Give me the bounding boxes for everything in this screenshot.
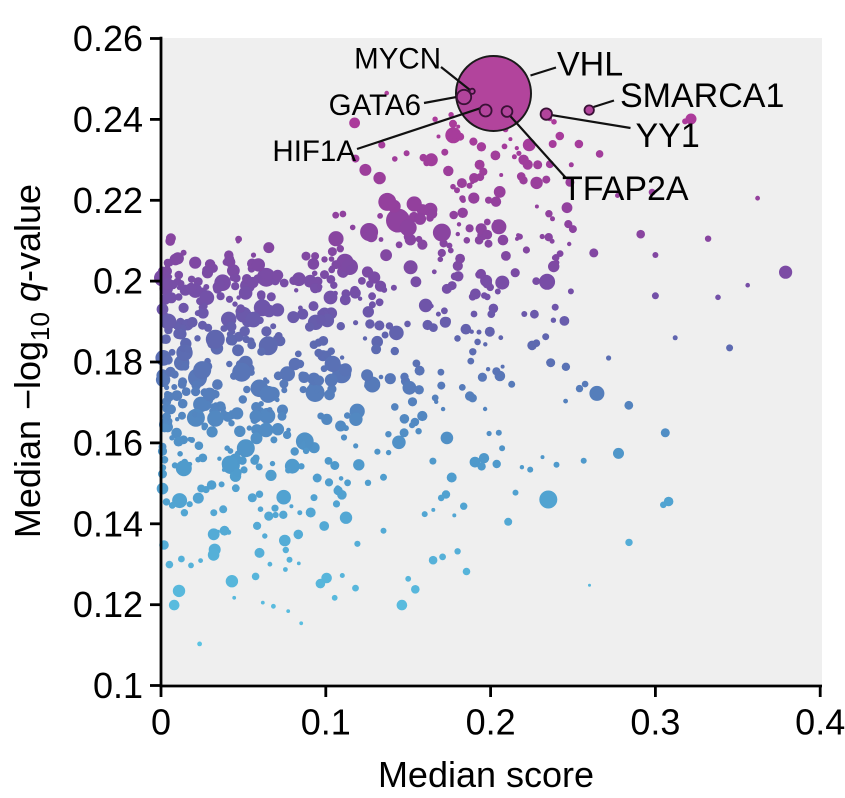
svg-text:YY1: YY1 bbox=[636, 117, 700, 155]
svg-text:HIF1A: HIF1A bbox=[272, 135, 356, 168]
svg-text:Median −log10 q-value: Median −log10 q-value bbox=[7, 184, 55, 538]
svg-text:Median score: Median score bbox=[378, 754, 594, 795]
svg-text:VHL: VHL bbox=[557, 46, 623, 84]
svg-text:0: 0 bbox=[151, 702, 171, 743]
svg-text:GATA6: GATA6 bbox=[329, 89, 421, 122]
svg-text:0.3: 0.3 bbox=[630, 702, 680, 743]
svg-text:0.1: 0.1 bbox=[93, 665, 143, 706]
svg-text:0.1: 0.1 bbox=[301, 702, 351, 743]
svg-text:MYCN: MYCN bbox=[354, 43, 441, 76]
svg-text:0.18: 0.18 bbox=[73, 342, 143, 383]
svg-text:0.12: 0.12 bbox=[73, 584, 143, 625]
svg-text:0.14: 0.14 bbox=[73, 503, 143, 544]
svg-text:0.2: 0.2 bbox=[93, 261, 143, 302]
svg-text:0.2: 0.2 bbox=[466, 702, 516, 743]
svg-text:0.4: 0.4 bbox=[795, 702, 845, 743]
svg-text:TFAP2A: TFAP2A bbox=[562, 170, 689, 208]
svg-text:0.24: 0.24 bbox=[73, 99, 143, 140]
svg-text:SMARCA1: SMARCA1 bbox=[620, 77, 784, 115]
svg-text:0.26: 0.26 bbox=[73, 18, 143, 59]
svg-text:0.22: 0.22 bbox=[73, 180, 143, 221]
svg-text:0.16: 0.16 bbox=[73, 422, 143, 463]
